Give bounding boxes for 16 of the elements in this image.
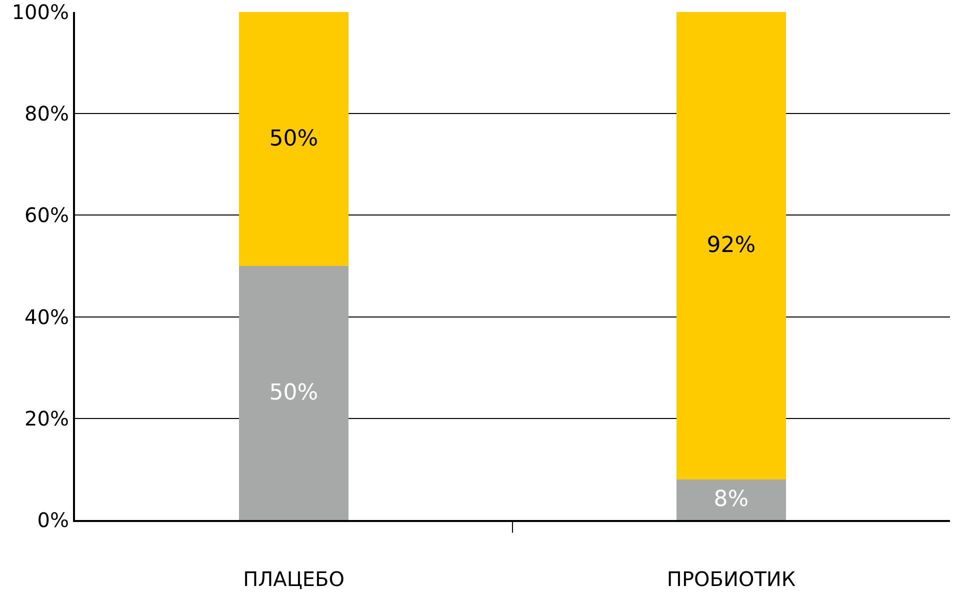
y-tick-label: 60% [24, 203, 69, 228]
data-label: 50% [269, 380, 318, 406]
data-label: 8% [714, 487, 749, 512]
y-tick-label: 40% [24, 304, 69, 329]
data-label: 50% [269, 126, 318, 152]
y-tick-label: 80% [24, 102, 69, 126]
x-tick-label: ПЛАЦЕБО [243, 567, 344, 591]
y-tick-label: 0% [37, 508, 69, 532]
y-tick-label: 100% [12, 0, 69, 24]
y-tick-label: 20% [24, 406, 69, 430]
bar [676, 12, 786, 480]
x-tick-label: ПРОБИОТИК [666, 567, 796, 591]
bar [239, 12, 348, 266]
bar [676, 479, 786, 520]
bar [239, 266, 348, 520]
data-label: 92% [706, 233, 756, 258]
